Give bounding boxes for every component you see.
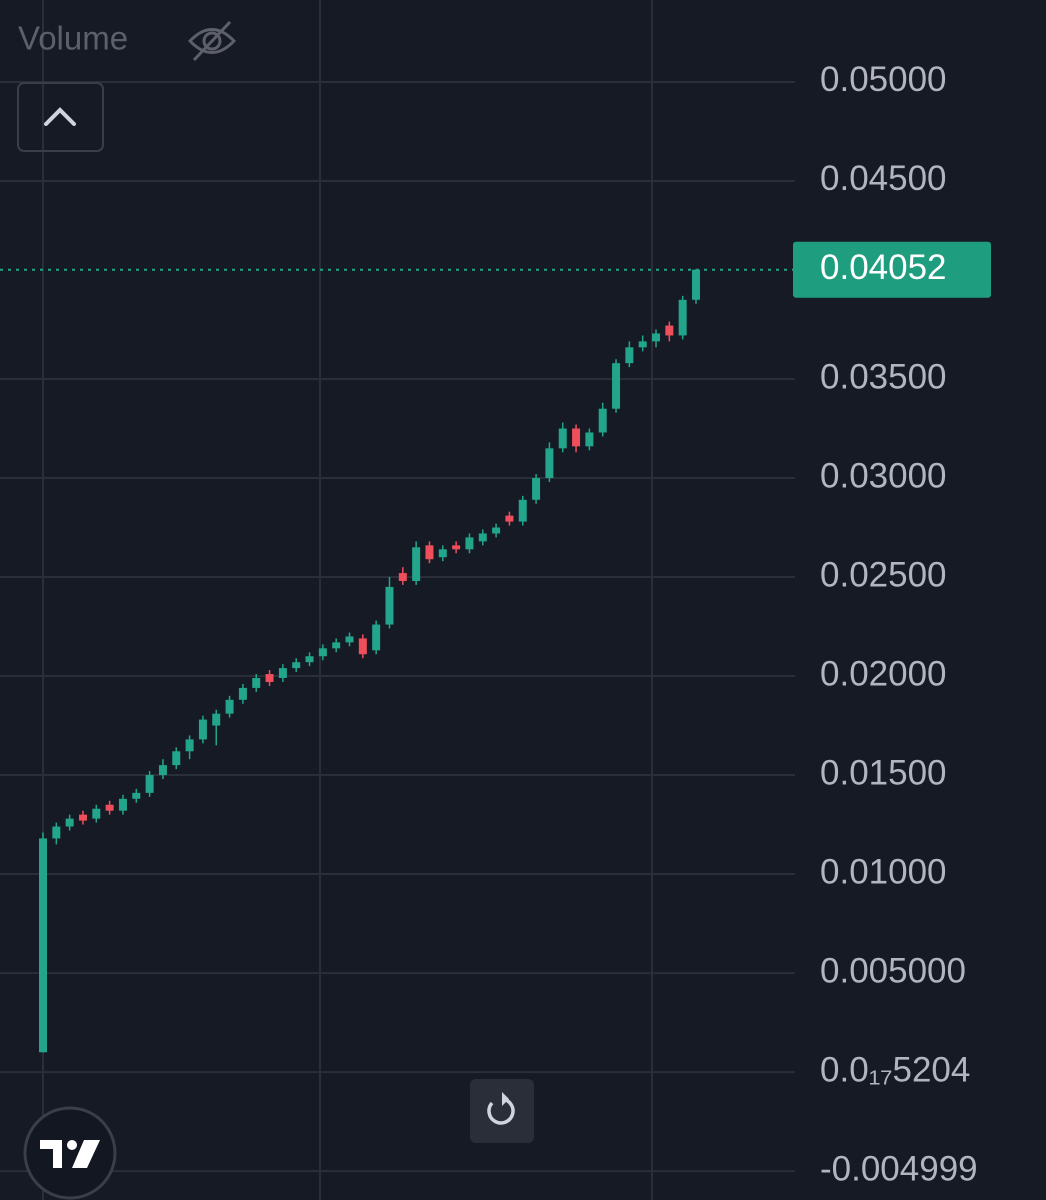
candle-body [532, 478, 541, 500]
y-tick-label: 0.005000 [820, 951, 966, 990]
candle-body [545, 448, 554, 479]
y-tick-label: -0.004999 [820, 1149, 978, 1188]
candle-body [225, 699, 234, 714]
candle-body [372, 624, 381, 651]
candle-body [425, 545, 434, 560]
y-tick-label: 0.03500 [820, 357, 947, 396]
candle-body [492, 527, 501, 534]
candle-body [465, 537, 474, 550]
candle-body [172, 751, 181, 766]
candle-body [278, 668, 287, 679]
candle-body [692, 269, 700, 300]
candle-body [78, 814, 87, 821]
candle-body [385, 586, 394, 625]
candle-body [132, 792, 141, 799]
candle-body [598, 408, 607, 433]
candle-body [118, 798, 127, 811]
grid [0, 80, 795, 1173]
candle-body [305, 656, 314, 663]
candle-body [505, 515, 514, 522]
candle-body [398, 573, 407, 581]
candle-body [665, 325, 674, 336]
candle-body [612, 363, 621, 409]
candle-body [558, 428, 567, 449]
candle-body [265, 674, 274, 682]
y-tick-label: 0.05000 [820, 60, 947, 99]
candle-body [332, 642, 341, 649]
candle-body [318, 648, 327, 657]
collapse-button[interactable] [17, 82, 104, 152]
reset-button[interactable] [470, 1079, 534, 1143]
hide-icon[interactable] [187, 20, 237, 62]
candle-body [198, 719, 207, 740]
y-tick-label: 0.0₁₇5204 [820, 1050, 970, 1089]
candle-body [158, 765, 167, 776]
candle-body [185, 739, 194, 752]
candle-body [518, 499, 527, 522]
candle-body [345, 636, 354, 643]
plot [0, 268, 793, 1053]
y-tick-label: 0.04500 [820, 159, 947, 198]
y-axis: 0.05000 0.04500 0.03500 0.03000 0.02500 0.020… [793, 60, 991, 1188]
candle-body [478, 533, 487, 542]
candle-body [652, 333, 661, 342]
candle-body [252, 678, 261, 688]
candle-body [625, 347, 634, 364]
y-tick-label: 0.01500 [820, 753, 947, 792]
y-tick-label: 0.02000 [820, 654, 947, 693]
last-price-box [793, 241, 991, 298]
last-price-label: 0.04052 [820, 248, 947, 287]
candle-body [39, 838, 47, 1053]
candle-body [572, 428, 581, 447]
candle-body [438, 549, 447, 558]
candle-body [412, 547, 421, 581]
candle-body [638, 341, 647, 348]
y-tick-label: 0.01000 [820, 852, 947, 891]
y-tick-label: 0.02500 [820, 555, 947, 594]
candle-body [292, 662, 301, 669]
candle-body [212, 713, 221, 726]
y-tick-label: 0.03000 [820, 456, 947, 495]
candle-body [678, 299, 687, 336]
candle-body [358, 638, 367, 655]
indicator-label: Volume [18, 20, 128, 57]
candle-body [238, 687, 247, 700]
candle-body [65, 818, 74, 827]
candle-body [105, 804, 114, 811]
candle-body [52, 826, 61, 839]
candle-body [145, 775, 154, 793]
candle-body [585, 432, 594, 447]
logo[interactable] [23, 1106, 117, 1200]
candle-body [92, 808, 101, 819]
candle-body [452, 545, 461, 550]
